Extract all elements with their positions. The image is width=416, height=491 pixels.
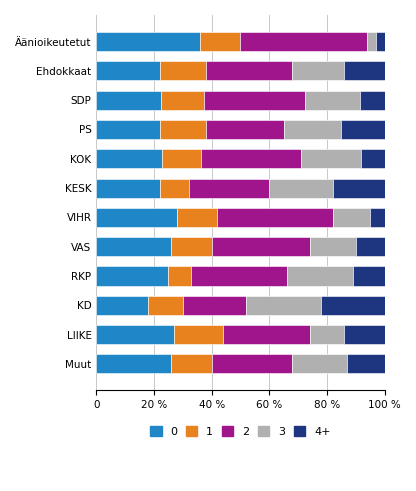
Bar: [183, 296, 246, 315]
Bar: [206, 120, 284, 139]
Bar: [177, 208, 218, 227]
Bar: [223, 325, 310, 344]
Bar: [212, 237, 310, 256]
Bar: [171, 355, 212, 374]
Bar: [204, 91, 305, 109]
Bar: [97, 179, 160, 197]
Bar: [344, 325, 385, 344]
Bar: [310, 325, 344, 344]
Bar: [97, 32, 200, 51]
Bar: [212, 355, 292, 374]
Bar: [367, 32, 376, 51]
Bar: [240, 32, 367, 51]
Bar: [188, 179, 269, 197]
Bar: [97, 61, 160, 81]
Bar: [360, 91, 385, 109]
Bar: [162, 149, 201, 168]
Bar: [305, 91, 360, 109]
Bar: [370, 208, 385, 227]
Bar: [356, 237, 385, 256]
Bar: [292, 355, 347, 374]
Bar: [284, 120, 342, 139]
Bar: [292, 61, 344, 81]
Bar: [97, 208, 177, 227]
Bar: [218, 208, 333, 227]
Bar: [97, 355, 171, 374]
Bar: [97, 120, 160, 139]
Bar: [333, 208, 370, 227]
Bar: [310, 237, 356, 256]
Bar: [97, 91, 161, 109]
Bar: [353, 267, 385, 285]
Bar: [174, 325, 223, 344]
Bar: [97, 149, 162, 168]
Bar: [200, 32, 240, 51]
Bar: [160, 179, 188, 197]
Legend: 0, 1, 2, 3, 4+: 0, 1, 2, 3, 4+: [146, 422, 335, 441]
Bar: [168, 267, 191, 285]
Bar: [161, 91, 204, 109]
Bar: [300, 149, 361, 168]
Bar: [347, 355, 385, 374]
Bar: [206, 61, 292, 81]
Bar: [342, 120, 385, 139]
Bar: [287, 267, 353, 285]
Bar: [160, 120, 206, 139]
Bar: [160, 61, 206, 81]
Bar: [97, 237, 171, 256]
Bar: [97, 296, 148, 315]
Bar: [148, 296, 183, 315]
Bar: [333, 179, 385, 197]
Bar: [321, 296, 385, 315]
Bar: [361, 149, 385, 168]
Bar: [269, 179, 333, 197]
Bar: [97, 325, 174, 344]
Bar: [171, 237, 212, 256]
Bar: [191, 267, 287, 285]
Bar: [97, 267, 168, 285]
Bar: [344, 61, 385, 81]
Bar: [376, 32, 385, 51]
Bar: [246, 296, 321, 315]
Bar: [201, 149, 300, 168]
